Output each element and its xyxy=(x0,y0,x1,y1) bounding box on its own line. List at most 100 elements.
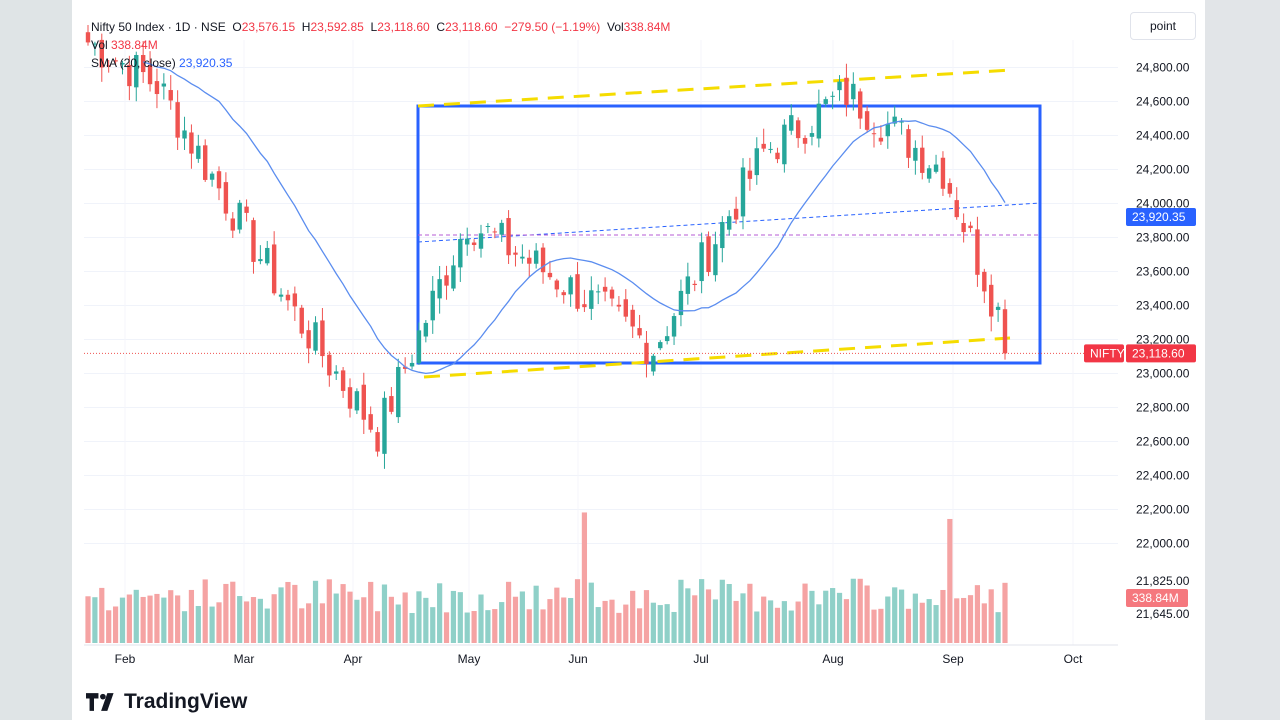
candle-body xyxy=(196,145,201,159)
volume-bar xyxy=(347,591,353,643)
candle-body xyxy=(775,152,780,160)
volume-bar xyxy=(388,596,394,643)
axes: 24,800.00 24,600.00 24,400.00 24,200.00 24,0… xyxy=(84,61,1196,666)
candle-body xyxy=(761,143,766,149)
chart-legend: Nifty 50 Index · 1D · NSE O23,576.15 H23… xyxy=(91,18,670,72)
volume-bar xyxy=(871,609,877,643)
candle-body xyxy=(899,121,904,123)
volume-bar xyxy=(940,589,946,643)
legend-volume-row[interactable]: Vol 338.84M xyxy=(91,36,670,54)
volume-bar xyxy=(699,579,705,643)
candle-body xyxy=(651,355,656,372)
high-label: H xyxy=(301,20,311,34)
candle-body xyxy=(975,229,980,275)
candle-body xyxy=(471,242,477,245)
candle-body xyxy=(582,304,587,308)
volume-bar xyxy=(705,589,712,643)
price-scale-mode-button[interactable]: point xyxy=(1130,12,1196,40)
price-tick-label: 22,600.00 xyxy=(1136,435,1190,449)
candle-body xyxy=(630,309,635,327)
price-tick-label: 23,000.00 xyxy=(1136,367,1190,381)
volume-bar xyxy=(119,597,126,643)
volume-bar xyxy=(423,597,429,643)
candle-body xyxy=(692,283,697,285)
candle-body xyxy=(533,250,539,264)
volume-bar xyxy=(395,604,401,643)
volume-bar xyxy=(519,591,525,643)
candle-body xyxy=(203,145,208,180)
volume-bar xyxy=(292,584,298,643)
volume-bar xyxy=(568,597,574,643)
volume-tick-label: 21,645.00 xyxy=(1136,607,1190,621)
volume-bar xyxy=(623,604,629,643)
right-background-margin xyxy=(1205,0,1280,720)
candle-body xyxy=(175,102,180,138)
time-tick-label: Apr xyxy=(344,652,363,666)
volume-bar xyxy=(402,592,408,643)
volume-bar xyxy=(788,610,794,643)
volume-bar xyxy=(885,596,891,643)
volume-bar xyxy=(112,606,119,643)
volume-bar xyxy=(505,581,512,643)
candle-body xyxy=(85,32,91,43)
candle-body xyxy=(340,370,346,391)
candle-body xyxy=(1002,309,1008,354)
last-price-badge-bg xyxy=(1126,344,1196,363)
tradingview-logo-icon xyxy=(86,693,114,711)
volume-bar xyxy=(650,602,656,643)
time-tick-label: Mar xyxy=(234,652,255,666)
volume-bar xyxy=(719,579,725,643)
candle-body xyxy=(568,277,573,295)
volume-bar xyxy=(767,600,774,643)
close-value: 23,118.60 xyxy=(445,20,498,34)
candle-body xyxy=(306,330,311,349)
volume-bar xyxy=(188,589,195,643)
time-tick-label: Aug xyxy=(822,652,843,666)
candle-body xyxy=(271,244,277,294)
symbol-label[interactable]: Nifty 50 Index · 1D · NSE xyxy=(91,20,226,34)
volume-bar xyxy=(609,599,615,643)
candle-body xyxy=(699,242,704,282)
volume-bar xyxy=(499,602,505,643)
volume-bar xyxy=(774,607,781,643)
candlesticks[interactable] xyxy=(85,25,1008,469)
change-value: −279.50 (−1.19%) xyxy=(504,20,601,34)
volume-bar xyxy=(554,587,560,643)
volume-bar xyxy=(995,612,1001,643)
volume-bar xyxy=(905,608,912,643)
candle-body xyxy=(947,183,953,194)
low-label: L xyxy=(370,20,378,34)
volume-bars xyxy=(85,512,1008,643)
volume-bar xyxy=(271,594,277,643)
candle-body xyxy=(354,391,360,411)
vol-label: Vol xyxy=(606,20,624,34)
legend-ohlc-row: Nifty 50 Index · 1D · NSE O23,576.15 H23… xyxy=(91,18,670,36)
candle-body xyxy=(299,307,304,334)
candle-body xyxy=(527,257,532,264)
volume-bar xyxy=(954,598,960,643)
candle-body xyxy=(409,362,415,367)
sma-price-badge-bg xyxy=(1126,208,1196,227)
candle-body xyxy=(644,342,649,364)
volume-bar xyxy=(409,612,415,643)
candle-body xyxy=(458,239,463,268)
candle-body xyxy=(671,316,677,337)
volume-bar xyxy=(561,597,567,643)
volume-bar xyxy=(492,609,498,643)
legend-sma-row[interactable]: SMA (20, close) 23,920.35 xyxy=(91,54,670,72)
candle-body xyxy=(554,280,560,290)
candle-body xyxy=(540,247,546,273)
candle-body xyxy=(795,120,801,139)
candle-body xyxy=(920,147,925,173)
price-tick-label: 24,000.00 xyxy=(1136,197,1190,211)
volume-indicator-label: Vol xyxy=(91,38,108,52)
volume-bar xyxy=(223,583,229,643)
high-value: 23,592.85 xyxy=(310,20,364,34)
tradingview-logo[interactable]: TradingView xyxy=(86,690,247,714)
candle-body xyxy=(747,170,753,179)
volume-bar xyxy=(430,607,436,643)
candle-body xyxy=(968,225,973,229)
candle-body xyxy=(416,330,422,364)
candle-body xyxy=(154,81,160,95)
